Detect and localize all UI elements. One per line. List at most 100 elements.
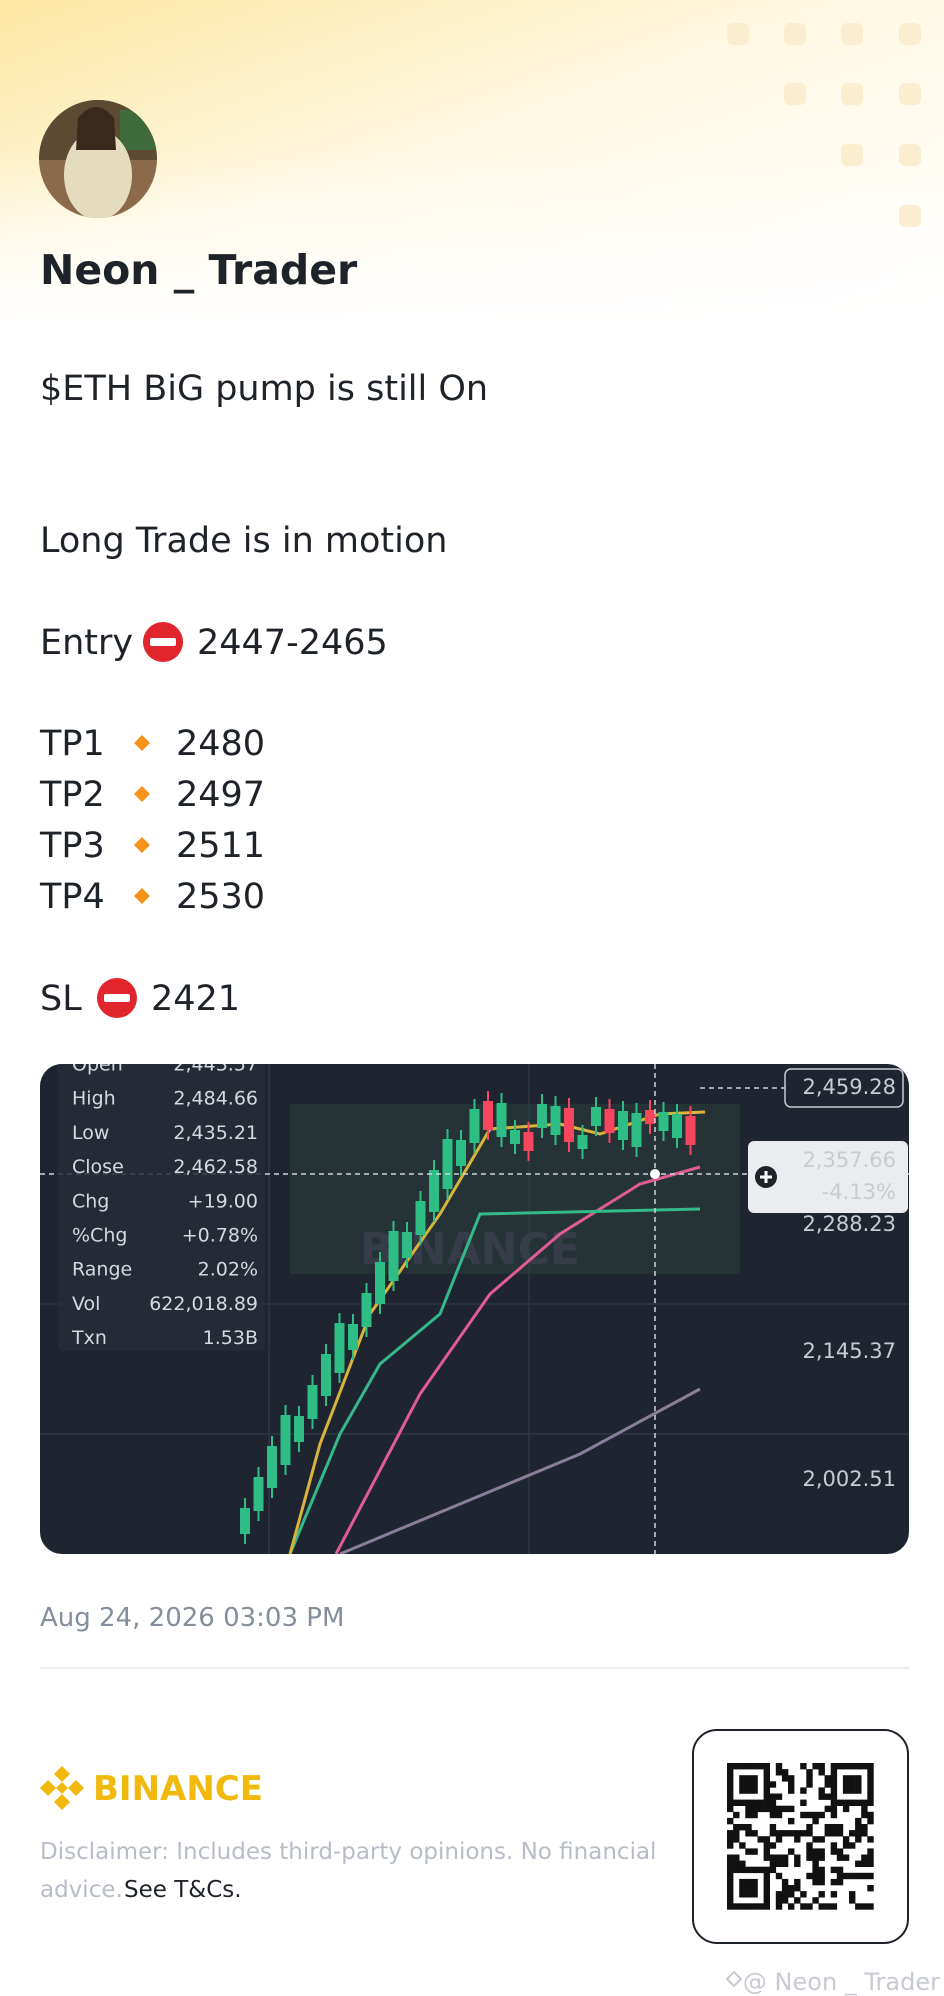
qr-module <box>849 1781 856 1788</box>
qr-module <box>739 1891 746 1898</box>
qr-module <box>788 1848 795 1855</box>
qr-module <box>855 1763 862 1770</box>
qr-module <box>818 1866 825 1874</box>
stat-label: High <box>72 1088 116 1110</box>
entry-value: 2447-2465 <box>197 623 388 663</box>
qr-module <box>745 1878 752 1886</box>
qr-module <box>757 1836 764 1843</box>
qr-module <box>788 1885 795 1892</box>
qr-module <box>751 1799 758 1806</box>
qr-module <box>775 1811 783 1819</box>
qr-module <box>861 1811 868 1819</box>
candle-body <box>496 1103 507 1137</box>
candle-body <box>240 1508 250 1534</box>
qr-module <box>739 1842 746 1849</box>
qr-module <box>867 1787 874 1794</box>
stat-label: Open <box>72 1054 123 1076</box>
qr-module <box>812 1848 819 1855</box>
price-level: 2,002.51 <box>802 1467 896 1491</box>
qr-module <box>727 1805 734 1813</box>
qr-module <box>788 1781 795 1788</box>
qr-module <box>836 1878 844 1886</box>
qr-module <box>745 1811 752 1819</box>
qr-module <box>836 1824 844 1831</box>
qr-module <box>763 1787 770 1794</box>
qr-module <box>830 1848 838 1855</box>
headline: $ETH BiG pump is still On <box>40 369 488 409</box>
terms-link[interactable]: See T&Cs. <box>124 1877 242 1903</box>
qr-module <box>855 1830 862 1837</box>
qr-module <box>727 1897 734 1904</box>
qr-module <box>830 1805 838 1813</box>
diamond-icon <box>134 837 150 853</box>
qr-module <box>727 1866 734 1874</box>
qr-module <box>745 1787 752 1794</box>
crosshair-dot <box>650 1169 660 1179</box>
candle-body <box>280 1415 291 1465</box>
ma-line <box>334 1165 701 1554</box>
candle-body <box>456 1140 466 1166</box>
qr-module <box>855 1781 862 1788</box>
qr-module <box>818 1787 825 1794</box>
plus-icon-cross <box>760 1171 772 1183</box>
qr-module <box>739 1824 746 1831</box>
qr-module <box>769 1781 777 1788</box>
qr-module <box>830 1799 838 1806</box>
qr-module <box>751 1878 758 1886</box>
stat-value: 622,018.89 <box>149 1293 258 1315</box>
stat-value: +0.78% <box>182 1225 258 1247</box>
qr-module <box>757 1805 764 1813</box>
watermark <box>725 1970 743 1988</box>
qr-module <box>781 1860 789 1867</box>
qr-module <box>727 1781 734 1788</box>
qr-module <box>763 1836 770 1843</box>
qr-module <box>763 1878 770 1886</box>
qr-module <box>806 1872 813 1880</box>
candle-body <box>672 1114 682 1138</box>
qr-module <box>733 1836 740 1843</box>
post-date: Aug 24, 2026 03:03 PM <box>40 1603 344 1633</box>
qr-module <box>867 1781 874 1788</box>
candle-body <box>267 1446 277 1488</box>
qr-module <box>830 1824 838 1831</box>
qr-module <box>867 1872 874 1880</box>
dot <box>899 83 921 105</box>
qr-module <box>855 1775 862 1782</box>
qr-module <box>812 1763 819 1770</box>
dot <box>899 144 921 166</box>
author-name[interactable]: Neon _ Trader <box>40 246 358 294</box>
candle-body <box>550 1106 561 1135</box>
qr-module <box>727 1903 734 1910</box>
qr-module <box>818 1891 825 1898</box>
qr-module <box>727 1799 734 1806</box>
qr-module <box>794 1836 801 1843</box>
qr-module <box>751 1775 758 1782</box>
qr-module <box>781 1878 789 1886</box>
binance-logo <box>40 1766 84 1810</box>
tp-label: TP3 <box>39 826 105 866</box>
stat-label: Low <box>72 1122 109 1144</box>
qr-module <box>727 1836 734 1843</box>
no-entry-icon <box>143 622 183 662</box>
qr-module <box>781 1897 789 1904</box>
qr-module <box>727 1787 734 1794</box>
qr-module <box>751 1885 758 1892</box>
qr-module <box>757 1903 764 1910</box>
diamond-icon <box>134 735 150 751</box>
qr-module <box>867 1799 874 1806</box>
crosshair-tag <box>748 1141 908 1213</box>
dot <box>899 205 921 227</box>
qr-module <box>745 1891 752 1898</box>
qr-module <box>763 1769 770 1776</box>
qr-module <box>769 1824 777 1831</box>
qr-module <box>745 1866 752 1874</box>
qr-module <box>867 1793 874 1800</box>
stat-value: 2,435.21 <box>173 1122 258 1144</box>
qr-module <box>745 1763 752 1770</box>
qr-module <box>794 1878 801 1886</box>
qr-module <box>751 1848 758 1855</box>
qr-module <box>800 1799 807 1806</box>
qr-module <box>812 1878 819 1886</box>
qr-module <box>788 1830 795 1837</box>
